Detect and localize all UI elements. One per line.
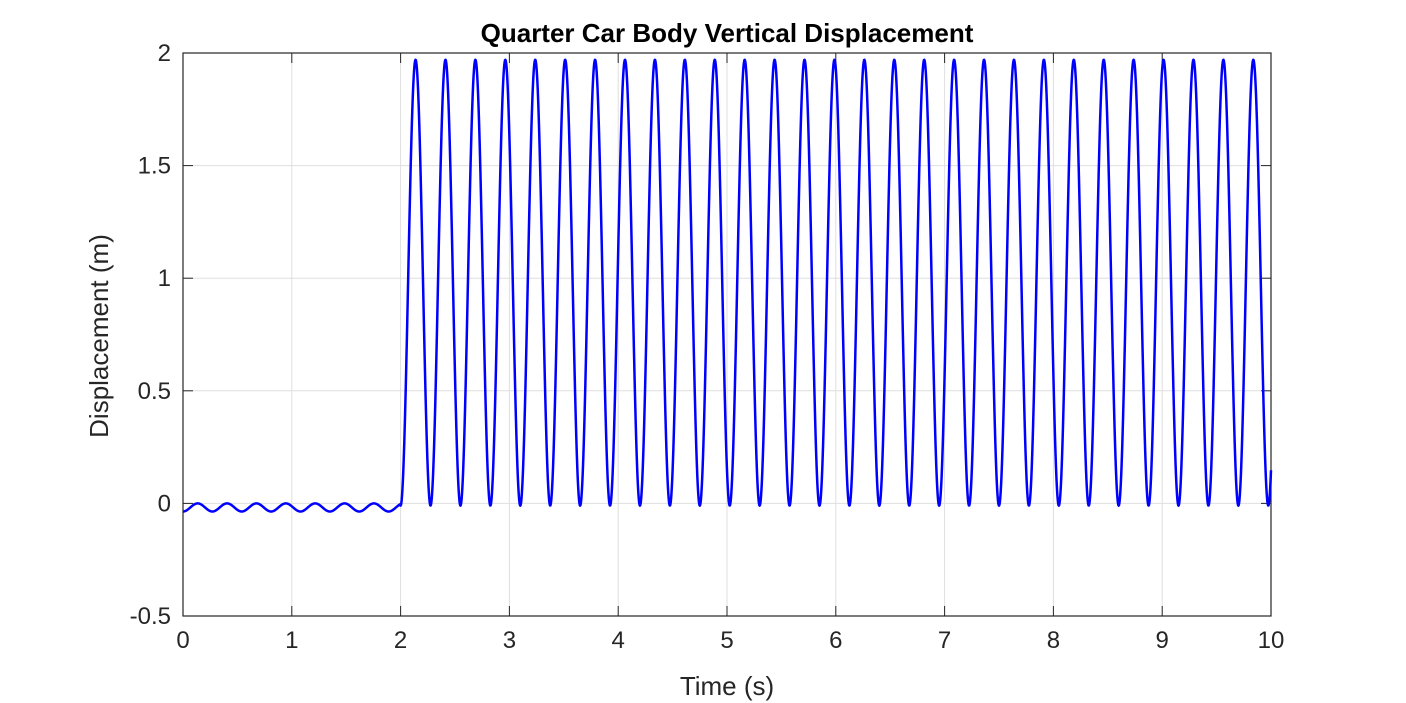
y-axis-label: Displacement (m): [84, 234, 114, 438]
x-tick-label: 3: [503, 627, 516, 654]
x-tick-label: 7: [938, 627, 951, 654]
x-tick-label: 9: [1156, 627, 1169, 654]
x-axis-label: Time (s): [680, 671, 774, 701]
x-tick-label: 6: [829, 627, 842, 654]
series-line: [181, 58, 1273, 513]
ticks: 0 1 2 3 4 5 6 7 8 9 10-0.500.511.52: [130, 40, 1285, 654]
y-tick-label: 0: [158, 490, 171, 517]
x-tick-label: 4: [612, 627, 625, 654]
x-tick-label: 1: [285, 627, 298, 654]
x-tick-label: 2: [394, 627, 407, 654]
y-tick-label: 0.5: [138, 378, 171, 405]
x-tick-label: 10: [1258, 627, 1285, 654]
y-tick-label: 1: [158, 265, 171, 292]
x-tick-label: 0: [176, 627, 189, 654]
chart-title: Quarter Car Body Vertical Displacement: [481, 18, 974, 48]
x-tick-label: 8: [1047, 627, 1060, 654]
y-tick-label: 1.5: [138, 153, 171, 180]
y-tick-label: 2: [158, 40, 171, 67]
y-tick-label: -0.5: [130, 603, 171, 630]
x-tick-label: 5: [720, 627, 733, 654]
series-group: [181, 58, 1273, 513]
